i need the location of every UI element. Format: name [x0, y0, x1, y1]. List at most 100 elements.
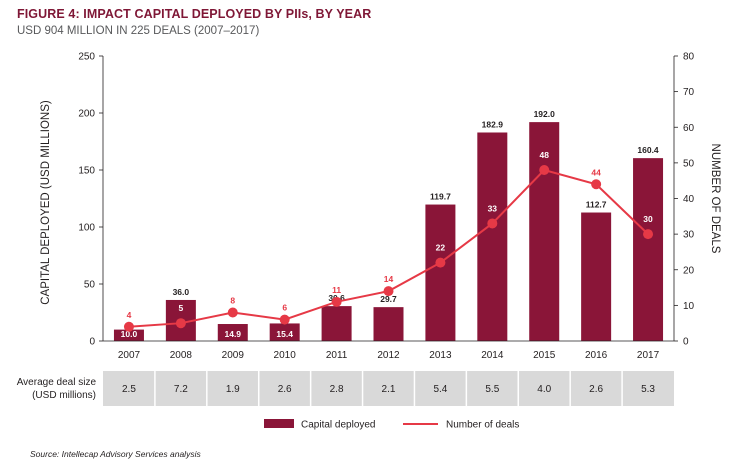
legend-bar-swatch [264, 419, 294, 428]
x-tick-label: 2012 [377, 350, 400, 361]
bar-2010 [269, 323, 300, 341]
x-tick-label: 2007 [118, 350, 141, 361]
deals-point-2012 [383, 286, 394, 297]
bar-2013 [425, 204, 456, 341]
bar-2014 [477, 132, 508, 341]
deals-point-2015 [539, 165, 550, 175]
table-cell: 5.3 [641, 384, 655, 395]
deals-value-label: 22 [436, 243, 446, 253]
left-axis: 0 50 100 150 200 250 CAPITAL DEPLOYED (USD MIL… [40, 52, 104, 348]
deals-point-2011 [331, 296, 342, 307]
right-axis-title: NUMBER OF DEALS [709, 144, 721, 254]
bar-2016 [581, 212, 612, 341]
left-tick-label: 0 [89, 337, 95, 348]
right-tick-label: 40 [683, 194, 695, 205]
right-tick-label: 10 [683, 301, 695, 312]
deals-value-label: 4 [127, 310, 132, 320]
x-tick-label: 2008 [170, 350, 193, 361]
bar-value-label: 160.4 [637, 145, 659, 155]
deal-size-table: 2.5 7.2 1.9 2.6 2.8 2.1 5.4 5.5 4.0 2.6 5.3 Average… [17, 371, 674, 406]
legend: Capital deployed Number of deals [264, 419, 519, 431]
right-tick-label: 60 [683, 123, 695, 134]
right-tick-label: 70 [683, 87, 695, 98]
right-tick-label: 20 [683, 265, 695, 276]
table-cell: 5.4 [433, 384, 447, 395]
deals-value-label: 5 [178, 303, 183, 313]
deals-point-2013 [435, 257, 446, 268]
left-tick-label: 250 [78, 52, 95, 63]
left-axis-title: CAPITAL DEPLOYED (USD MILLIONS) [40, 100, 52, 305]
deals-point-2010 [279, 314, 290, 325]
table-cell: 2.1 [382, 384, 396, 395]
bar-2015 [529, 122, 560, 342]
bar-2017 [633, 158, 664, 341]
deals-point-2008 [175, 318, 186, 329]
deals-value-label: 11 [332, 285, 341, 295]
deals-value-label: 14 [384, 274, 394, 284]
figure-subtitle: USD 904 MILLION IN 225 DEALS (2007–2017) [17, 25, 260, 37]
line-series [123, 165, 654, 332]
bar-2012 [373, 307, 404, 341]
x-tick-label: 2009 [222, 350, 245, 361]
bar-series [113, 122, 664, 342]
deals-value-label: 8 [230, 296, 235, 306]
table-cell: 5.5 [485, 384, 499, 395]
left-tick-label: 50 [84, 280, 96, 291]
bar-2009 [217, 324, 248, 341]
table-cell: 7.2 [174, 384, 188, 395]
table-cell: 4.0 [537, 384, 551, 395]
source-note: Source: Intellecap Advisory Services ana… [30, 449, 201, 459]
table-cell: 1.9 [226, 384, 240, 395]
bar-value-label: 10.0 [121, 329, 138, 339]
x-tick-label: 2017 [637, 350, 660, 361]
x-tick-label: 2015 [533, 350, 556, 361]
line-labels: 4 5 8 6 11 14 22 33 48 44 30 [127, 150, 653, 320]
bar-labels: 10.036.014.915.430.629.7119.7182.9192.01… [121, 109, 659, 339]
left-tick-label: 100 [78, 223, 95, 234]
left-tick-label: 200 [78, 109, 95, 120]
deals-value-label: 6 [282, 303, 287, 313]
bar-value-label: 29.7 [380, 294, 397, 304]
legend-line-label: Number of deals [446, 420, 519, 431]
right-tick-label: 0 [683, 337, 689, 348]
bar-2007 [113, 329, 144, 341]
deals-value-label: 33 [488, 203, 498, 213]
table-cell: 2.5 [122, 384, 136, 395]
bar-value-label: 14.9 [224, 329, 241, 339]
right-tick-label: 50 [683, 158, 695, 169]
deals-value-label: 30 [643, 214, 653, 224]
table-background [103, 371, 674, 406]
figure-title: FIGURE 4: IMPACT CAPITAL DEPLOYED BY PII… [17, 7, 372, 21]
deals-point-2014 [487, 218, 498, 229]
deals-point-2007 [123, 321, 134, 332]
x-tick-label: 2013 [429, 350, 452, 361]
table-row-label-units: (USD millions) [32, 390, 96, 401]
deals-value-label: 48 [539, 150, 549, 160]
bar-value-label: 15.4 [276, 329, 293, 339]
legend-bar-label: Capital deployed [301, 420, 376, 431]
bar-2011 [321, 306, 352, 341]
bar-value-label: 36.0 [173, 287, 190, 297]
x-axis: 2007 2008 2009 2010 2011 2012 2013 2014 2015 2016… [103, 340, 674, 361]
left-tick-label: 150 [78, 166, 95, 177]
table-cell: 2.6 [589, 384, 603, 395]
table-cell: 2.6 [278, 384, 292, 395]
right-tick-label: 30 [683, 230, 695, 241]
x-tick-label: 2014 [481, 350, 504, 361]
right-axis: 0 10 20 30 40 50 60 70 80 NUMBER OF DEALS [673, 52, 721, 348]
deals-point-2016 [591, 179, 602, 190]
table-row-label: Average deal size [17, 377, 97, 388]
table-cell: 2.8 [330, 384, 344, 395]
x-tick-label: 2010 [274, 350, 297, 361]
bar-value-label: 192.0 [534, 109, 556, 119]
right-tick-label: 80 [683, 52, 695, 63]
bar-value-label: 119.7 [430, 192, 451, 202]
x-tick-label: 2011 [326, 350, 348, 361]
deals-point-2017 [643, 229, 654, 240]
deals-point-2009 [227, 307, 238, 318]
bar-value-label: 182.9 [482, 119, 504, 129]
bar-value-label: 112.7 [586, 200, 607, 210]
x-tick-label: 2016 [585, 350, 608, 361]
deals-value-label: 44 [591, 167, 601, 177]
